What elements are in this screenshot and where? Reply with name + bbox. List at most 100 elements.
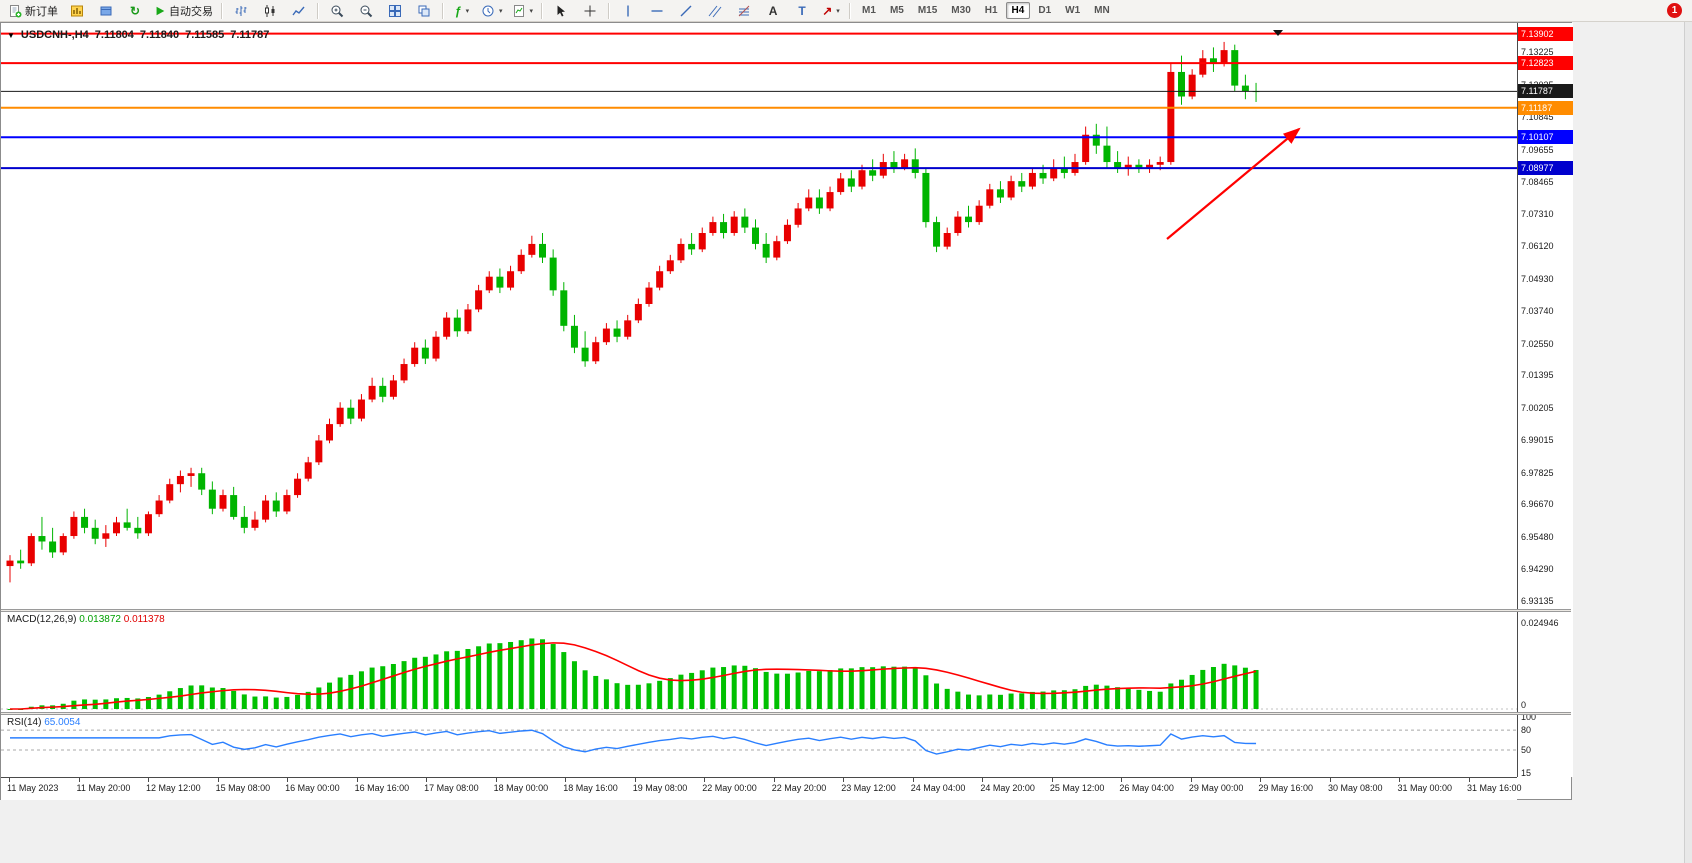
macd-histogram-bar xyxy=(241,694,247,709)
candle-body xyxy=(794,208,802,225)
ohlc-open: 7.11804 xyxy=(94,29,134,41)
candle-body xyxy=(954,216,962,234)
ohlc-low: 7.11585 xyxy=(185,29,225,41)
zoom-in-button[interactable] xyxy=(323,0,351,22)
macd-histogram-bar xyxy=(422,656,428,709)
price-axis-label: 7.02550 xyxy=(1521,338,1554,349)
text-tool-button[interactable]: A xyxy=(759,0,787,22)
rsi-label: RSI(14) 65.0054 xyxy=(7,717,81,728)
cursor-tool-button[interactable] xyxy=(547,0,575,22)
bar-chart-button[interactable] xyxy=(227,0,255,22)
macd-histogram-bar xyxy=(912,668,918,709)
trend-arrow[interactable] xyxy=(1166,127,1301,240)
chart-canvas[interactable] xyxy=(1,23,1517,777)
macd-histogram-bar xyxy=(135,698,141,709)
candle-body xyxy=(975,205,983,223)
periods-button[interactable]: ▾ xyxy=(477,0,507,22)
right-scrollbar[interactable] xyxy=(1684,22,1692,863)
candlestick-chart-button[interactable] xyxy=(256,0,284,22)
notification-badge[interactable]: 1 xyxy=(1667,3,1682,18)
collapse-triangle-icon[interactable]: ▼ xyxy=(7,30,15,40)
macd-histogram-bar xyxy=(838,668,844,709)
timeframe-m30-button[interactable]: M30 xyxy=(951,5,971,16)
timeframe-m5-button[interactable]: M5 xyxy=(889,5,904,16)
price-axis[interactable]: 7.132257.120357.108457.096557.084657.073… xyxy=(1517,23,1573,778)
candle-body xyxy=(943,233,951,247)
candle-body xyxy=(911,159,919,173)
candle-body xyxy=(272,500,280,512)
timeframe-d1-button[interactable]: D1 xyxy=(1038,5,1052,16)
candle-body xyxy=(847,178,855,187)
macd-histogram-bar xyxy=(1019,693,1025,709)
time-axis-tick xyxy=(982,778,984,782)
candle-body xyxy=(666,260,674,272)
ohlc-close: 7.11787 xyxy=(230,29,270,41)
profiles-button[interactable] xyxy=(92,0,120,22)
candle-body xyxy=(379,385,387,397)
price-axis-label: 6.99015 xyxy=(1521,435,1554,446)
time-axis-tick xyxy=(78,778,80,782)
crosshair-tool-button[interactable] xyxy=(576,0,604,22)
arrows-tool-button[interactable]: ↗ ▾ xyxy=(817,0,845,22)
candle-body xyxy=(752,227,759,244)
timeframe-w1-button[interactable]: W1 xyxy=(1065,5,1081,16)
fibonacci-tool-button[interactable] xyxy=(730,0,758,22)
tile-windows-button[interactable] xyxy=(381,0,409,22)
time-axis-label: 16 May 00:00 xyxy=(285,783,340,793)
candle-body xyxy=(421,347,429,359)
time-axis-label: 19 May 08:00 xyxy=(632,783,688,793)
candle-body xyxy=(208,489,216,509)
rsi-axis-label: 100 xyxy=(1521,712,1537,722)
timeframe-h4-button[interactable]: H4 xyxy=(1005,2,1031,19)
new-order-button[interactable]: 新订单 xyxy=(4,0,62,22)
time-axis-label: 31 May 16:00 xyxy=(1467,783,1522,793)
macd-histogram-bar xyxy=(1093,684,1099,709)
macd-histogram-bar xyxy=(955,691,961,709)
price-tag: 7.13902 xyxy=(1518,26,1573,41)
refresh-icon: ↻ xyxy=(129,3,141,18)
candle-body xyxy=(1060,167,1068,173)
text-label-tool-button[interactable]: T xyxy=(788,0,816,22)
candle-body xyxy=(741,216,749,228)
timeframe-m1-button[interactable]: M1 xyxy=(862,5,876,16)
price-axis-label: 6.93135 xyxy=(1521,595,1554,606)
vertical-line-tool-button[interactable] xyxy=(614,0,642,22)
refresh-button[interactable]: ↻ xyxy=(121,0,149,22)
timeframe-mn-button[interactable]: MN xyxy=(1094,5,1110,16)
time-axis-tick xyxy=(912,778,914,782)
candlestick-icon xyxy=(265,4,275,17)
time-axis-label: 22 May 20:00 xyxy=(771,783,827,793)
chart-window: ▼ USDCNH-,H4 7.11804 7.11840 7.11585 7.1… xyxy=(0,22,1573,800)
candle-body xyxy=(634,303,642,321)
timeframe-h1-button[interactable]: H1 xyxy=(984,5,998,16)
panel-splitter[interactable] xyxy=(1,609,1571,612)
cascade-windows-icon xyxy=(418,5,430,16)
candle-body xyxy=(730,216,738,234)
indicators-button[interactable]: ƒ ▾ xyxy=(448,0,476,22)
macd-histogram-bar xyxy=(199,685,205,709)
horizontal-line-tool-button[interactable] xyxy=(643,0,671,22)
trendline-tool-button[interactable] xyxy=(672,0,700,22)
macd-histogram-bar xyxy=(454,650,460,709)
auto-trading-button[interactable]: 自动交易 xyxy=(150,0,217,22)
zoom-out-button[interactable] xyxy=(352,0,380,22)
new-order-label: 新订单 xyxy=(25,5,58,18)
time-axis[interactable]: 11 May 2023 11 May 20:00 12 May 12:00 15 Ma… xyxy=(1,777,1522,800)
cascade-windows-button[interactable] xyxy=(410,0,438,22)
panel-splitter[interactable] xyxy=(1,712,1571,715)
candle-body xyxy=(837,178,845,193)
candle-body xyxy=(464,309,472,332)
time-axis-label: 22 May 00:00 xyxy=(702,783,757,793)
chart-shift-icon[interactable] xyxy=(1273,30,1283,36)
candle-body xyxy=(1231,50,1239,86)
new-chart-button[interactable] xyxy=(63,0,91,22)
macd-histogram-bar xyxy=(540,639,545,709)
timeframe-m15-button[interactable]: M15 xyxy=(917,5,938,16)
macd-histogram-bar xyxy=(902,666,908,709)
channel-tool-button[interactable] xyxy=(701,0,729,22)
templates-button[interactable]: ▾ xyxy=(508,0,538,22)
time-axis-label: 31 May 00:00 xyxy=(1397,783,1453,793)
chevron-down-icon: ▾ xyxy=(529,7,534,15)
macd-histogram-bar xyxy=(816,671,822,709)
line-chart-button[interactable] xyxy=(285,0,313,22)
